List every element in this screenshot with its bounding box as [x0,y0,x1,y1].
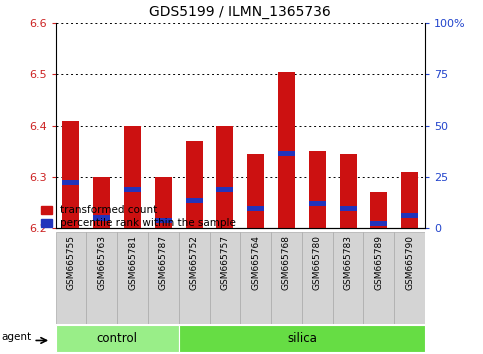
Bar [240,232,271,324]
Bar [278,72,295,228]
Text: GSM665781: GSM665781 [128,235,137,290]
Bar [62,179,79,185]
Text: GSM665787: GSM665787 [159,235,168,290]
Bar [179,325,425,353]
Bar [340,154,356,228]
Bar [216,187,233,192]
Bar [124,187,141,192]
Text: GSM665780: GSM665780 [313,235,322,290]
Text: GSM665757: GSM665757 [220,235,229,290]
Legend: transformed count, percentile rank within the sample: transformed count, percentile rank withi… [42,205,236,228]
Bar [148,232,179,324]
Text: control: control [97,332,138,346]
Bar [216,126,233,228]
Text: GSM665790: GSM665790 [405,235,414,290]
Bar [185,141,202,228]
Bar [56,232,86,324]
Bar [124,126,141,228]
Text: GSM665764: GSM665764 [251,235,260,290]
Bar [340,206,356,211]
Bar [278,151,295,156]
Text: GSM665789: GSM665789 [374,235,384,290]
Bar [309,201,326,206]
Bar [370,193,387,228]
Bar [247,154,264,228]
Bar [117,232,148,324]
Bar [394,232,425,324]
Bar [179,232,210,324]
Text: GSM665752: GSM665752 [190,235,199,290]
Bar [309,152,326,228]
Bar [364,232,394,324]
Bar [401,172,418,228]
Bar [401,213,418,218]
Bar [210,232,240,324]
Text: GSM665768: GSM665768 [282,235,291,290]
Text: GSM665755: GSM665755 [67,235,75,290]
Text: silica: silica [287,332,317,346]
Bar [155,177,172,228]
Bar [56,325,179,353]
Title: GDS5199 / ILMN_1365736: GDS5199 / ILMN_1365736 [149,5,331,19]
Bar [93,216,110,221]
Bar [185,198,202,202]
Bar [302,232,333,324]
Text: agent: agent [1,332,31,342]
Bar [271,232,302,324]
Bar [62,120,79,228]
Bar [93,177,110,228]
Text: GSM665783: GSM665783 [343,235,353,290]
Text: GSM665763: GSM665763 [97,235,106,290]
Bar [86,232,117,324]
Bar [155,218,172,223]
Bar [370,221,387,226]
Bar [333,232,364,324]
Bar [247,206,264,211]
